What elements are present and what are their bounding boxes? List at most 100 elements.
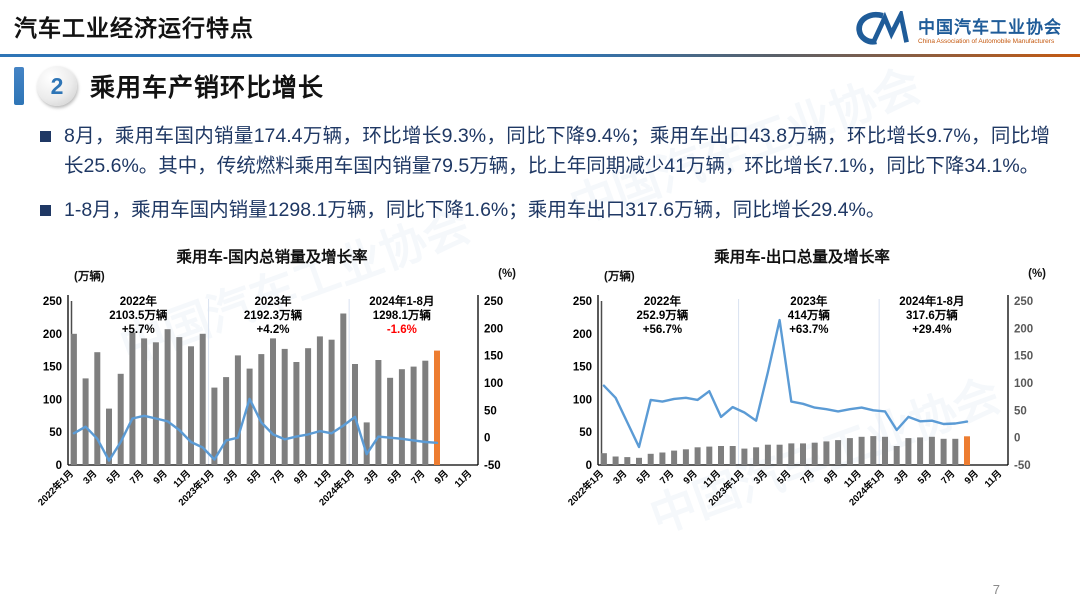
annotation-total: 317.6万辆: [906, 308, 958, 322]
right-axis-tick-label: 50: [484, 406, 497, 418]
month-bar: [199, 334, 206, 466]
left-axis-unit-label: (万辆): [604, 271, 635, 284]
x-axis-tick-label: 5月: [105, 469, 123, 487]
month-bar: [682, 449, 689, 466]
month-bar: [612, 456, 619, 466]
left-axis-tick-label: 250: [573, 296, 592, 308]
right-axis-unit-label: (%): [1028, 268, 1046, 281]
left-axis-tick-label: 200: [573, 329, 592, 341]
annotation-year: 2024年1-8月: [899, 294, 964, 308]
month-bar: [316, 336, 323, 466]
x-axis-tick-label: 5月: [635, 469, 653, 487]
month-bar: [846, 438, 853, 466]
month-bar: [410, 366, 417, 466]
right-axis-tick-label: 150: [1014, 351, 1033, 363]
x-axis-tick-label: 3月: [81, 469, 99, 487]
left-axis-tick-label: 150: [43, 362, 62, 374]
month-bar: [141, 338, 148, 466]
annotation-growth: +4.2%: [257, 324, 290, 336]
right-axis-tick-label: 250: [484, 296, 503, 308]
x-axis-tick-label: 2022年1月: [35, 468, 76, 509]
month-bar: [905, 438, 912, 466]
right-axis-tick-label: 100: [484, 378, 503, 390]
month-bar: [340, 313, 347, 466]
x-axis-tick-label: 3月: [752, 469, 770, 487]
month-bar: [823, 441, 830, 466]
month-bar: [234, 355, 241, 466]
month-bar: [753, 447, 760, 466]
left-axis-unit-label: (万辆): [74, 271, 105, 284]
bullet-item: 1-8月，乘用车国内销量1298.1万辆，同比下降1.6%；乘用车出口317.6…: [40, 195, 1050, 225]
bullet-text: 1-8月，乘用车国内销量1298.1万辆，同比下降1.6%；乘用车出口317.6…: [64, 198, 886, 221]
bullet-marker-icon: [40, 131, 51, 142]
month-bar: [835, 440, 842, 466]
right-axis-tick-label: 50: [1014, 406, 1027, 418]
bullet-list: 8月，乘用车国内销量174.4万辆，环比增长9.3%，同比下降9.4%；乘用车出…: [40, 121, 1050, 225]
chart-domestic-sales: 乘用车-国内总销量及增长率 (万辆) (%) 0 50 100 150 200 250 -5…: [26, 245, 518, 541]
x-axis-tick-label: 7月: [409, 469, 427, 487]
left-axis-tick-label: 0: [586, 460, 592, 472]
month-bar: [858, 437, 865, 466]
right-axis-tick-label: -50: [484, 460, 501, 472]
month-bar: [258, 354, 265, 466]
right-axis-tick-label: 150: [484, 351, 503, 363]
section-number: 2: [50, 72, 64, 99]
caam-logo-text: 中国汽车工业协会 China Association of Automobile…: [918, 18, 1062, 45]
right-axis-unit-label: (%): [498, 268, 516, 281]
x-axis-tick-label: 5月: [916, 469, 934, 487]
annotation-growth: +63.7%: [789, 324, 828, 336]
left-axis-tick-label: 50: [579, 427, 592, 439]
left-axis-tick-label: 0: [56, 460, 62, 472]
month-bar: [729, 446, 736, 466]
left-axis-tick-label: 50: [49, 427, 62, 439]
annotation-growth: +56.7%: [643, 324, 682, 336]
month-bar: [106, 408, 112, 466]
month-bar: [800, 443, 806, 466]
x-axis-tick-label: 9月: [151, 469, 169, 487]
month-bar: [624, 457, 631, 466]
x-axis-tick-label: 7月: [658, 469, 676, 487]
month-bar: [188, 346, 194, 466]
bullet-item: 8月，乘用车国内销量174.4万辆，环比增长9.3%，同比下降9.4%；乘用车出…: [40, 121, 1050, 182]
x-axis-tick-label: 9月: [963, 469, 981, 487]
left-axis-tick-label: 200: [43, 329, 62, 341]
month-bar: [70, 334, 77, 466]
right-axis-tick-label: 0: [484, 433, 490, 445]
month-bar: [917, 437, 924, 466]
month-bar: [152, 342, 159, 466]
month-bar: [776, 444, 783, 466]
annotation-total: 1298.1万辆: [373, 308, 432, 322]
month-bar: [882, 437, 888, 466]
annotation-growth: +29.4%: [912, 324, 951, 336]
month-bar: [811, 442, 818, 466]
exports-chart-canvas: 0 50 100 150 200 250 -50 0 50 100 150 200 250 2022年1月…: [565, 294, 1033, 508]
page-title: 汽车工业经济运行特点: [14, 15, 254, 41]
caam-logo: 中国汽车工业协会 China Association of Automobile…: [853, 7, 1062, 52]
right-axis-tick-label: 200: [484, 324, 503, 336]
right-axis-tick-label: 100: [1014, 378, 1033, 390]
month-bar: [952, 439, 959, 466]
domestic-sales-chart-canvas: 0 50 100 150 200 250 -50 0 50 100 150 200 250 2022年1月…: [35, 294, 503, 509]
month-bar: [928, 437, 935, 466]
month-bar: [328, 339, 335, 466]
annotation-year: 2022年: [120, 294, 158, 308]
x-axis-tick-label: 9月: [433, 469, 451, 487]
month-bar: [647, 454, 654, 466]
right-axis-tick-label: 250: [1014, 296, 1033, 308]
annotation-total: 252.9万辆: [637, 308, 689, 322]
left-axis-tick-label: 150: [573, 362, 592, 374]
chart-exports: 乘用车-出口总量及增长率 (万辆) (%) 0 50 100 150 200 250 -50…: [556, 245, 1048, 541]
section-header: 2 乘用车产销环比增长: [14, 66, 1080, 106]
x-axis-tick-label: 11月: [453, 469, 475, 491]
caam-logo-icon: [853, 7, 909, 52]
month-bar: [223, 377, 230, 466]
month-bar: [422, 360, 429, 466]
month-bar: [434, 350, 440, 466]
month-bar: [164, 329, 171, 466]
left-axis-tick-label: 100: [43, 395, 62, 407]
x-axis-tick-label: 5月: [775, 469, 793, 487]
right-axis-tick-label: -50: [1014, 460, 1031, 472]
month-bar: [246, 368, 253, 466]
month-bar: [270, 338, 276, 466]
month-bar: [764, 444, 771, 466]
